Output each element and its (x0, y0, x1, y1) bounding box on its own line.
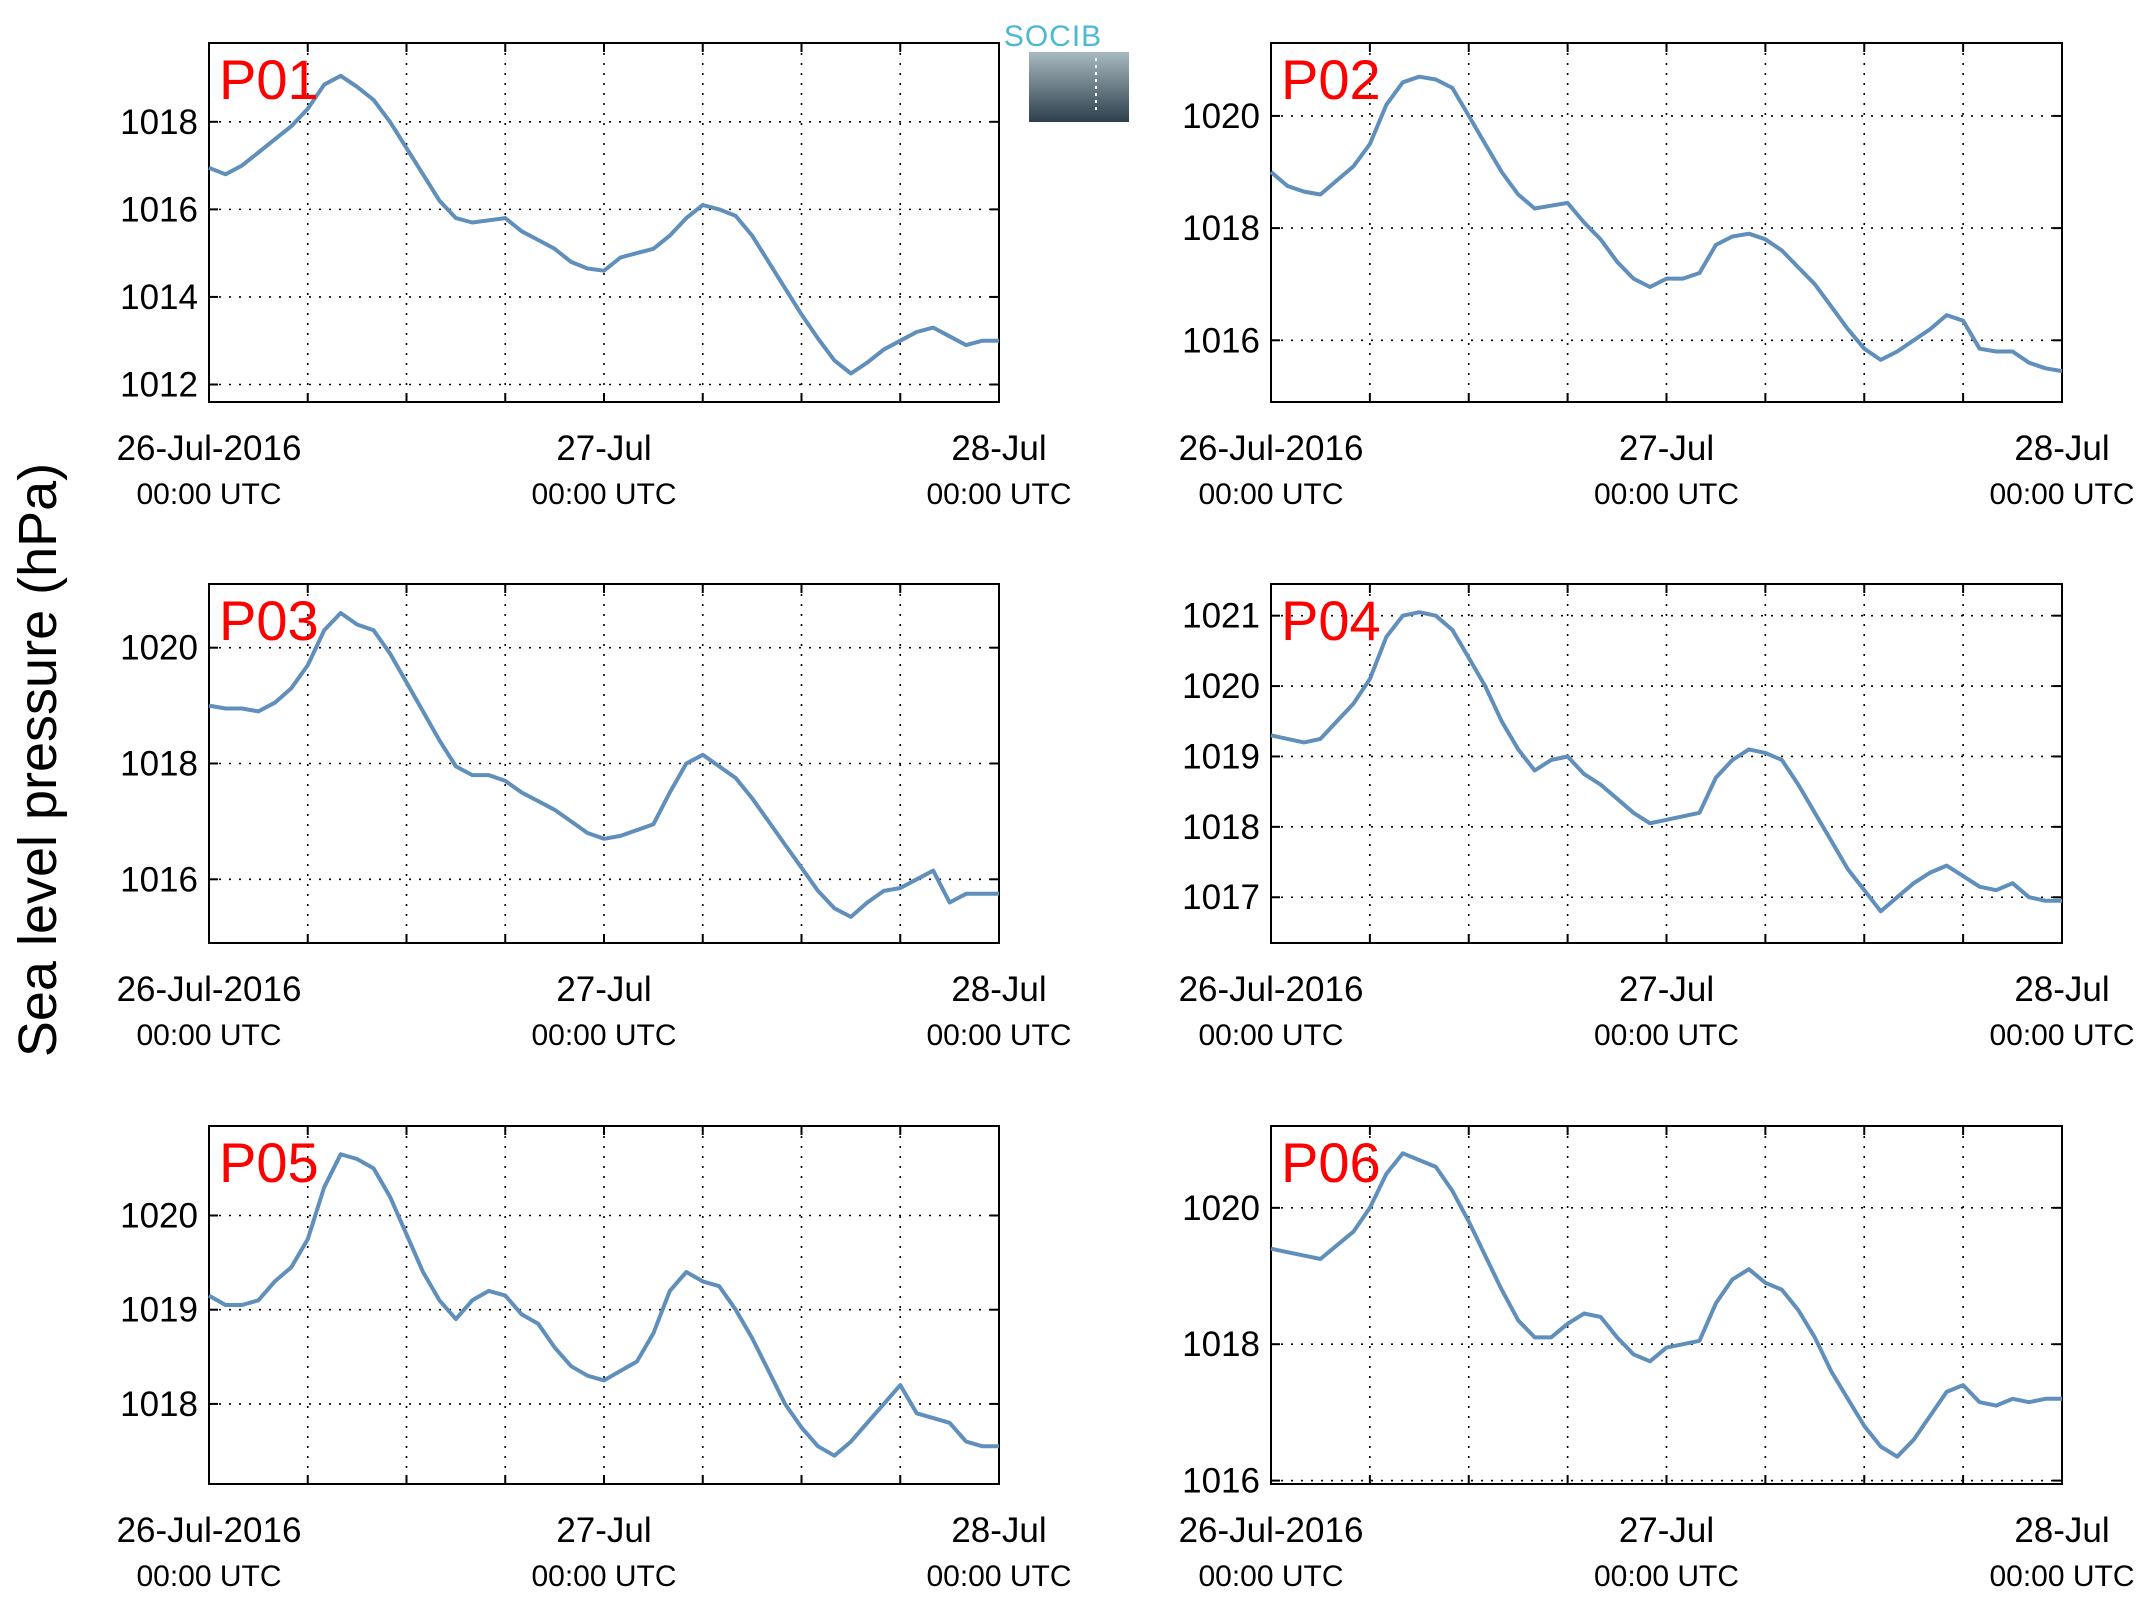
pressure-series-line (1270, 1151, 2062, 1459)
y-tick-label: 1017 (1182, 878, 1260, 917)
y-tick-label: 1019 (1182, 737, 1260, 776)
x-tick-label: 26-Jul-2016 (1179, 970, 1364, 1009)
x-tick-label: 28-Jul (951, 1511, 1046, 1550)
x-tick-label-time: 00:00 UTC (1198, 478, 1343, 511)
panels: 1012 1014 1016 1018 26-Jul-2016 00:00 UTC 27-J… (117, 42, 2135, 1593)
socib-logo: SOCIB (1004, 20, 1129, 122)
y-tick-label: 1016 (120, 190, 198, 229)
panel-p03: 1016 1018 1020 26-Jul-2016 00:00 UTC 27-Jul 00… (117, 583, 1072, 1052)
y-tick-label: 1020 (1182, 1189, 1260, 1228)
y-tick-label: 1018 (120, 103, 198, 142)
x-tick-label-time: 00:00 UTC (531, 478, 676, 511)
pressure-series-line (208, 1152, 999, 1458)
x-tick-label-time: 00:00 UTC (531, 1560, 676, 1593)
panel-label: P01 (219, 48, 319, 111)
axes-frame (1270, 583, 2063, 944)
x-tick-label-time: 00:00 UTC (136, 1019, 281, 1052)
y-tick-label: 1020 (1182, 97, 1260, 136)
x-tick-label: 28-Jul (951, 970, 1046, 1009)
x-tick-label-time: 00:00 UTC (136, 1560, 281, 1593)
y-tick-label: 1020 (1182, 667, 1260, 706)
axes-frame (1270, 1125, 2063, 1485)
x-tick-label-time: 00:00 UTC (1594, 1560, 1739, 1593)
x-tick-label: 26-Jul-2016 (117, 1511, 302, 1550)
axes-frame (1270, 42, 2063, 403)
x-tick-label: 26-Jul-2016 (1179, 429, 1364, 468)
pressure-series-line (1270, 610, 2062, 914)
x-tick-label-time: 00:00 UTC (1198, 1019, 1343, 1052)
y-tick-label: 1019 (120, 1291, 198, 1330)
x-tick-label-time: 00:00 UTC (1989, 1019, 2134, 1052)
x-tick-label: 26-Jul-2016 (1179, 1511, 1364, 1550)
x-tick-label: 27-Jul (1619, 1511, 1714, 1550)
y-axis-title: Sea level pressure (hPa) (8, 463, 68, 1057)
x-tick-label: 28-Jul (2014, 429, 2109, 468)
x-tick-label: 28-Jul (951, 429, 1046, 468)
panel-p04: 1017 1018 1019 1020 1021 26-Jul-2016 00:00 UTC… (1179, 583, 2135, 1052)
y-tick-label: 1016 (120, 860, 198, 899)
logo-box (1029, 52, 1129, 122)
y-tick-label: 1018 (1182, 808, 1260, 847)
y-tick-label: 1016 (1182, 1462, 1260, 1501)
x-tick-label: 27-Jul (556, 429, 651, 468)
x-tick-label: 27-Jul (1619, 429, 1714, 468)
panel-label: P04 (1281, 589, 1381, 652)
pressure-series-line (1269, 74, 2063, 374)
y-tick-label: 1021 (1182, 597, 1260, 636)
panel-label: P03 (219, 589, 319, 652)
panel-p01: 1012 1014 1016 1018 26-Jul-2016 00:00 UTC 27-J… (117, 42, 1072, 511)
x-tick-label: 27-Jul (1619, 970, 1714, 1009)
x-tick-label-time: 00:00 UTC (136, 478, 281, 511)
y-tick-label: 1020 (120, 1197, 198, 1236)
axes-frame (208, 42, 1000, 403)
x-tick-label: 28-Jul (2014, 970, 2109, 1009)
y-tick-label: 1018 (120, 1385, 198, 1424)
panel-p02: 1016 1018 1020 26-Jul-2016 00:00 UTC 27-Jul 00… (1179, 42, 2135, 511)
y-tick-label: 1012 (120, 365, 198, 404)
x-tick-label-time: 00:00 UTC (1594, 478, 1739, 511)
y-tick-label: 1016 (1182, 321, 1260, 360)
x-tick-label-time: 00:00 UTC (926, 1019, 1071, 1052)
x-tick-label-time: 00:00 UTC (1989, 478, 2134, 511)
panel-label: P05 (219, 1131, 319, 1194)
panel-p06: 1016 1018 1020 26-Jul-2016 00:00 UTC 27-Jul 00… (1179, 1125, 2135, 1593)
y-tick-label: 1018 (1182, 1325, 1260, 1364)
logo-text: SOCIB (1004, 20, 1102, 53)
x-tick-label-time: 00:00 UTC (926, 478, 1071, 511)
y-tick-label: 1014 (120, 278, 198, 317)
x-tick-label-time: 00:00 UTC (1989, 1560, 2134, 1593)
x-tick-label-time: 00:00 UTC (1198, 1560, 1343, 1593)
y-tick-label: 1018 (120, 745, 198, 784)
x-tick-label: 28-Jul (2014, 1511, 2109, 1550)
x-tick-label-time: 00:00 UTC (1594, 1019, 1739, 1052)
y-tick-label: 1020 (120, 629, 198, 668)
pressure-series-line (208, 73, 999, 376)
panel-label: P06 (1281, 1131, 1381, 1194)
y-tick-label: 1018 (1182, 209, 1260, 248)
x-tick-label: 26-Jul-2016 (117, 429, 302, 468)
x-tick-label: 27-Jul (556, 1511, 651, 1550)
panel-p05: 1018 1019 1020 26-Jul-2016 00:00 UTC 27-Jul 00… (117, 1125, 1072, 1593)
pressure-series-line (208, 611, 999, 919)
x-tick-label: 27-Jul (556, 970, 651, 1009)
x-tick-label-time: 00:00 UTC (926, 1560, 1071, 1593)
panel-label: P02 (1281, 48, 1381, 111)
x-tick-label: 26-Jul-2016 (117, 970, 302, 1009)
x-tick-label-time: 00:00 UTC (531, 1019, 676, 1052)
